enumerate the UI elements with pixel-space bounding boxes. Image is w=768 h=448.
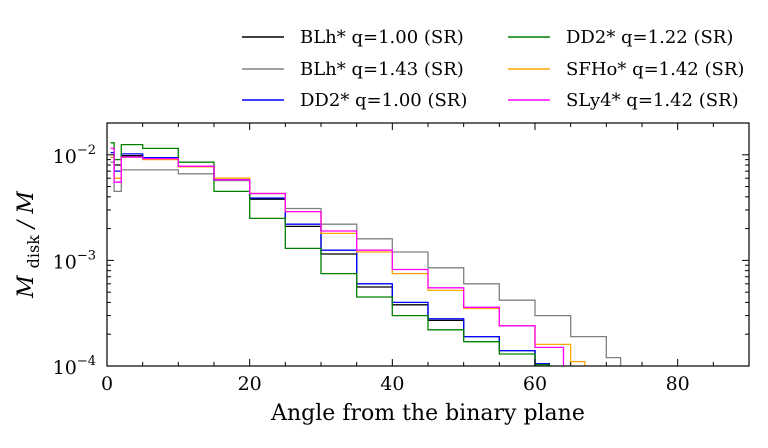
x-tick-label: 40 xyxy=(380,373,404,395)
series-layer xyxy=(110,142,622,366)
legend-label-6: SLy4* q=1.42 (SR) xyxy=(566,90,739,111)
legend: BLh* q=1.00 (SR) BLh* q=1.43 (SR) DD2* q=1… xyxy=(242,27,744,111)
series-line-4 xyxy=(110,142,550,366)
y-tick-label: 10−2 xyxy=(53,143,96,168)
legend-label-4: DD2* q=1.22 (SR) xyxy=(566,27,733,48)
y-axis-label-sub: disk xyxy=(24,235,43,269)
axis-ticks: 0 20 40 60 80 10−2 10−3 10−4 xyxy=(53,123,750,395)
legend-label-2: BLh* q=1.43 (SR) xyxy=(300,59,464,80)
x-tick-label: 0 xyxy=(101,373,113,395)
y-tick-label: 10−4 xyxy=(53,354,96,379)
series-line-5 xyxy=(110,156,586,366)
series-line-6 xyxy=(110,147,565,366)
y-axis-label-main: M xyxy=(14,275,39,299)
y-axis-label: M disk / M xyxy=(14,191,45,299)
x-axis-label: Angle from the binary plane xyxy=(270,401,585,426)
x-tick-label: 60 xyxy=(523,373,547,395)
x-tick-label: 80 xyxy=(666,373,690,395)
series-line-1 xyxy=(110,155,550,366)
series-line-2 xyxy=(110,161,622,366)
y-tick-label: 10−3 xyxy=(53,248,96,273)
series-line-3 xyxy=(110,151,550,366)
y-axis-label-tail: / M xyxy=(14,191,39,230)
legend-label-3: DD2* q=1.00 (SR) xyxy=(300,90,467,111)
x-tick-label: 20 xyxy=(238,373,262,395)
legend-label-5: SFHo* q=1.42 (SR) xyxy=(566,59,744,80)
legend-label-1: BLh* q=1.00 (SR) xyxy=(300,27,464,48)
